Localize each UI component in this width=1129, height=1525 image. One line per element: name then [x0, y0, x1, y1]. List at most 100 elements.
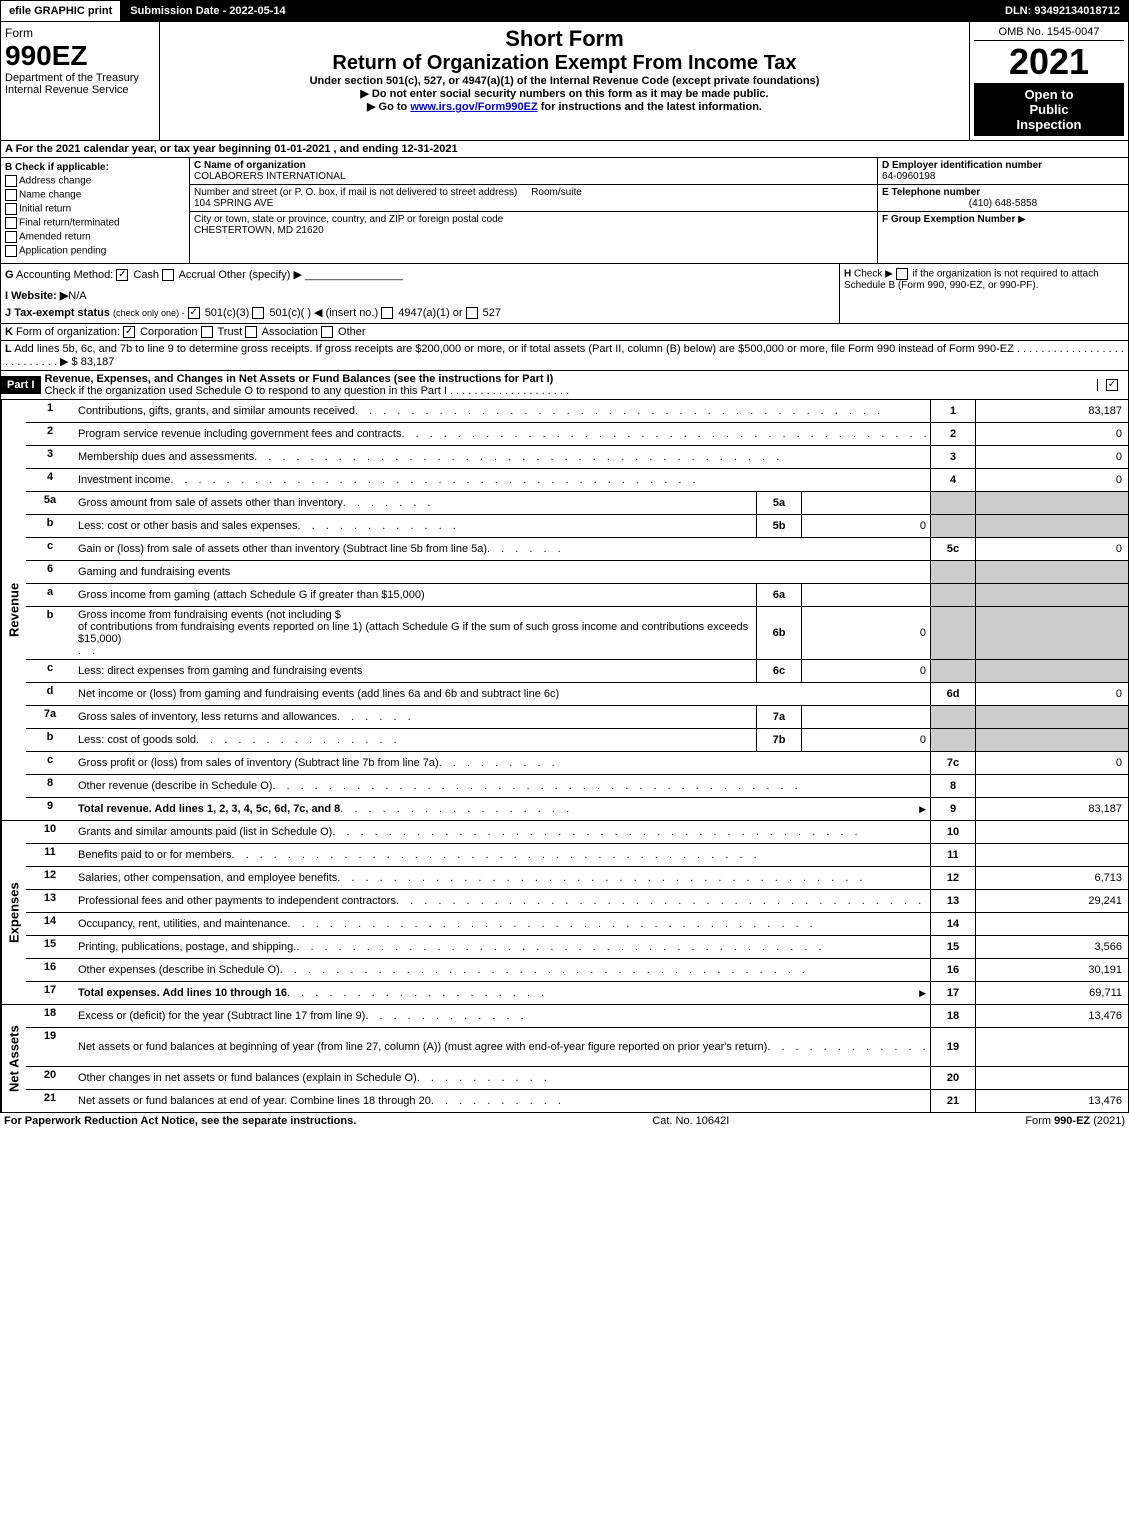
footer-left: For Paperwork Reduction Act Notice, see …	[4, 1115, 356, 1127]
line-6b: b Gross income from fundraising events (…	[26, 607, 1128, 660]
netassets-table: Net Assets 18 Excess or (deficit) for th…	[0, 1005, 1129, 1113]
inspection-badge: Open to Public Inspection	[974, 83, 1124, 136]
line-7c: c Gross profit or (loss) from sales of i…	[26, 752, 1128, 775]
goto-note: ▶ Go to www.irs.gov/Form990EZ for instru…	[164, 100, 965, 113]
goto-post: for instructions and the latest informat…	[538, 101, 762, 113]
line-17-value: 69,711	[975, 982, 1128, 1004]
line-6: 6 Gaming and fundraising events	[26, 561, 1128, 584]
line-4: 4 Investment income . . . . . . . . . . …	[26, 469, 1128, 492]
j-title: Tax-exempt status	[14, 307, 110, 319]
line-3-value: 0	[975, 446, 1128, 468]
line-6c-value: 0	[801, 660, 930, 682]
org-name: COLABORERS INTERNATIONAL	[194, 171, 346, 182]
checkbox-4947[interactable]	[381, 307, 393, 319]
inspection-line1: Open to	[978, 87, 1120, 102]
ein-value: 64-0960198	[882, 171, 935, 182]
header-left: Form 990EZ Department of the Treasury In…	[1, 22, 160, 140]
line-6c: c Less: direct expenses from gaming and …	[26, 660, 1128, 683]
section-l: L Add lines 5b, 6c, and 7b to line 9 to …	[0, 341, 1129, 371]
line-19-value	[975, 1028, 1128, 1066]
line-10-value	[975, 821, 1128, 843]
ssn-note: ▶ Do not enter social security numbers o…	[164, 87, 965, 100]
checkbox-other-org[interactable]	[321, 326, 333, 338]
line-1: 1 Contributions, gifts, grants, and simi…	[26, 400, 1128, 423]
checkbox-address-change[interactable]: Address change	[5, 175, 185, 187]
line-12-value: 6,713	[975, 867, 1128, 889]
checkbox-initial-return[interactable]: Initial return	[5, 203, 185, 215]
irs-label: Internal Revenue Service	[5, 84, 155, 96]
line-8-value	[975, 775, 1128, 797]
line-21-value: 13,476	[975, 1090, 1128, 1112]
line-5b: b Less: cost or other basis and sales ex…	[26, 515, 1128, 538]
info-right: D Employer identification number 64-0960…	[878, 158, 1128, 263]
irs-link[interactable]: www.irs.gov/Form990EZ	[410, 101, 537, 113]
line-5c: c Gain or (loss) from sale of assets oth…	[26, 538, 1128, 561]
inspection-line3: Inspection	[978, 117, 1120, 132]
part1-header-row: Part I Revenue, Expenses, and Changes in…	[0, 371, 1129, 400]
expenses-label: Expenses	[1, 821, 26, 1004]
line-16-value: 30,191	[975, 959, 1128, 981]
line-3: 3 Membership dues and assessments . . . …	[26, 446, 1128, 469]
form-label: Form	[5, 26, 155, 40]
line-5c-value: 0	[975, 538, 1128, 560]
expenses-table: Expenses 10 Grants and similar amounts p…	[0, 821, 1129, 1005]
g-title: Accounting Method:	[16, 269, 113, 281]
checkbox-name-change[interactable]: Name change	[5, 189, 185, 201]
website-value: N/A	[68, 290, 86, 302]
line-6d-value: 0	[975, 683, 1128, 705]
checkbox-cash[interactable]	[116, 269, 128, 281]
form-header: Form 990EZ Department of the Treasury In…	[0, 22, 1129, 141]
line-4-value: 0	[975, 469, 1128, 491]
efile-print-button[interactable]: efile GRAPHIC print	[1, 1, 122, 21]
section-a: A For the 2021 calendar year, or tax yea…	[0, 141, 1129, 158]
checkbox-application-pending[interactable]: Application pending	[5, 245, 185, 257]
line-15-value: 3,566	[975, 936, 1128, 958]
line-6a: a Gross income from gaming (attach Sched…	[26, 584, 1128, 607]
checkbox-accrual[interactable]	[162, 269, 174, 281]
part1-checkbox[interactable]	[1097, 379, 1128, 391]
top-bar: efile GRAPHIC print Submission Date - 20…	[0, 0, 1129, 22]
section-h: H Check ▶ if the organization is not req…	[839, 264, 1128, 323]
line-7b-value: 0	[801, 729, 930, 751]
b-check-label: Check if applicable:	[15, 162, 109, 173]
checkbox-h[interactable]	[896, 268, 908, 280]
checkbox-501c[interactable]	[252, 307, 264, 319]
line-13: 13 Professional fees and other payments …	[26, 890, 1128, 913]
line-9-value: 83,187	[975, 798, 1128, 820]
line-2: 2 Program service revenue including gove…	[26, 423, 1128, 446]
footer-right: Form 990-EZ (2021)	[1025, 1115, 1125, 1127]
line-16: 16 Other expenses (describe in Schedule …	[26, 959, 1128, 982]
netassets-label: Net Assets	[1, 1005, 26, 1112]
street-address: 104 SPRING AVE	[194, 198, 273, 209]
section-b: B Check if applicable: Address change Na…	[1, 158, 190, 263]
checkbox-association[interactable]	[245, 326, 257, 338]
top-bar-left: efile GRAPHIC print Submission Date - 20…	[1, 1, 296, 21]
checkbox-final-return[interactable]: Final return/terminated	[5, 217, 185, 229]
line-7c-value: 0	[975, 752, 1128, 774]
checkbox-trust[interactable]	[201, 326, 213, 338]
line-6d: d Net income or (loss) from gaming and f…	[26, 683, 1128, 706]
other-specify: Other (specify) ▶	[218, 269, 302, 281]
line-1-value: 83,187	[975, 400, 1128, 422]
city-state-zip: CHESTERTOWN, MD 21620	[194, 225, 324, 236]
gh-row: G Accounting Method: Cash Accrual Other …	[0, 264, 1129, 324]
section-e: E Telephone number (410) 648-5858	[878, 185, 1128, 212]
part1-label: Part I	[1, 376, 41, 394]
subtitle: Under section 501(c), 527, or 4947(a)(1)…	[164, 75, 965, 87]
section-k: K Form of organization: Corporation Trus…	[0, 324, 1129, 341]
city-row: City or town, state or province, country…	[190, 212, 877, 238]
checkbox-527[interactable]	[466, 307, 478, 319]
part1-title: Revenue, Expenses, and Changes in Net As…	[41, 371, 1097, 399]
checkbox-amended-return[interactable]: Amended return	[5, 231, 185, 243]
line-7a: 7a Gross sales of inventory, less return…	[26, 706, 1128, 729]
arrow-icon	[919, 803, 926, 815]
info-grid: B Check if applicable: Address change Na…	[0, 158, 1129, 264]
phone-value: (410) 648-5858	[882, 198, 1124, 209]
inspection-line2: Public	[978, 102, 1120, 117]
checkbox-501c3[interactable]	[188, 307, 200, 319]
footer: For Paperwork Reduction Act Notice, see …	[0, 1113, 1129, 1129]
checkbox-corporation[interactable]	[123, 326, 135, 338]
line-5a: 5a Gross amount from sale of assets othe…	[26, 492, 1128, 515]
goto-pre: ▶ Go to	[367, 101, 410, 113]
website-label: Website: ▶	[11, 290, 68, 302]
